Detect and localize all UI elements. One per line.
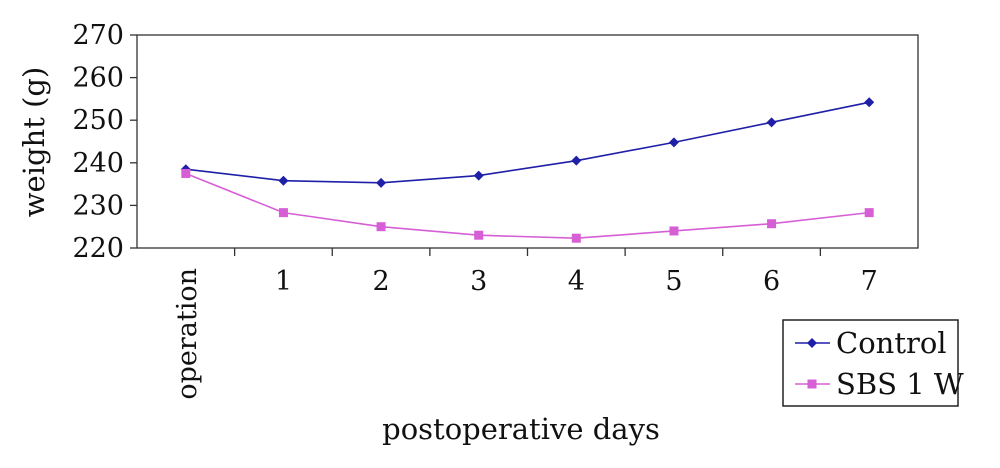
data-point — [571, 155, 582, 166]
series-control — [180, 97, 875, 188]
series-line — [185, 101, 870, 184]
x-tick-label: operation — [172, 268, 203, 400]
y-tick-label: 230 — [72, 190, 124, 221]
data-point — [278, 175, 289, 186]
y-tick-label: 260 — [72, 63, 124, 94]
data-point — [376, 177, 387, 188]
plot-border — [136, 34, 919, 249]
data-point — [571, 233, 581, 243]
y-tick-label: 240 — [72, 148, 124, 179]
data-point — [767, 219, 777, 229]
series-sbs-1w — [181, 168, 874, 243]
data-point — [864, 97, 875, 108]
x-tick-label: 4 — [568, 266, 585, 297]
y-axis-label: weight (g) — [17, 67, 51, 218]
series-line — [185, 172, 870, 240]
y-tick-label: 270 — [72, 20, 124, 51]
legend: Control SBS 1 W — [782, 319, 964, 407]
data-point — [181, 168, 191, 178]
legend-label: SBS 1 W — [836, 367, 964, 401]
legend-label: Control — [836, 326, 947, 360]
data-point — [473, 170, 484, 181]
x-tick-label: 2 — [372, 266, 389, 297]
data-point — [766, 117, 777, 128]
x-tick-label: 6 — [763, 266, 780, 297]
x-tick-label: 5 — [665, 266, 682, 297]
plot-area — [136, 34, 919, 249]
legend-marker — [807, 338, 817, 348]
data-point — [278, 208, 288, 218]
y-tick-label: 220 — [72, 233, 124, 264]
series-layer — [180, 97, 875, 243]
x-tick-label: 7 — [861, 266, 878, 297]
x-axis-label: postoperative days — [382, 412, 660, 446]
y-axis: 220 230 240 250 260 270 — [72, 20, 137, 264]
data-point — [376, 222, 386, 232]
x-tick-label: 3 — [470, 266, 487, 297]
data-point — [669, 226, 679, 236]
legend-box — [782, 319, 959, 407]
x-tick-label: 1 — [275, 266, 292, 297]
data-point — [474, 230, 484, 240]
y-tick-label: 250 — [72, 105, 124, 136]
legend-marker — [807, 379, 817, 389]
data-point — [668, 137, 679, 148]
data-point — [864, 208, 874, 218]
x-axis: operation 1 2 3 4 5 6 7 — [172, 248, 878, 400]
